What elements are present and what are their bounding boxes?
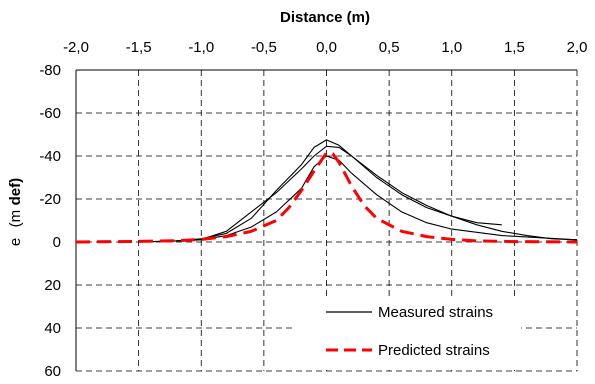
x-tick-label: 1,5 [504,39,525,56]
x-tick-label: -2,0 [63,39,89,56]
x-tick-label: -0,5 [251,39,277,56]
y-tick-label: 60 [44,363,61,380]
x-tick-label: 2,0 [567,39,588,56]
x-tick-label: -1,0 [188,39,214,56]
y-tick-label: -60 [39,105,61,122]
y-tick-label: 20 [44,277,61,294]
x-tick-label: -1,5 [126,39,152,56]
legend-measured-label: Measured strains [378,304,493,321]
x-tick-labels: -2,0 -1,5 -1,0 -0,5 0,0 0,5 1,0 1,5 2,0 [63,39,587,56]
y-tick-label: -80 [39,62,61,79]
y-tick-label: -20 [39,191,61,208]
x-tick-label: 0,0 [316,39,337,56]
legend-predicted-label: Predicted strains [378,342,490,359]
y-tick-labels: -80 -60 -40 -20 0 20 40 60 [39,62,61,380]
y-axis-title-symbol: e [7,238,24,246]
x-tick-label: 0,5 [379,39,400,56]
y-axis-title-micro: (m [7,210,24,228]
y-axis-title-unit: def) [7,178,24,206]
measured-strains-line-1 [139,140,502,242]
y-axis-title: e (m def) [7,178,24,246]
y-tick-label: 40 [44,320,61,337]
x-tick-label: 1,0 [441,39,462,56]
y-tick-label: -40 [39,148,61,165]
legend: Measured strains Predicted strains [296,296,521,368]
y-tick-label: 0 [53,234,61,251]
x-axis-title: Distance (m) [280,9,370,26]
predicted-strains-line [76,153,577,242]
